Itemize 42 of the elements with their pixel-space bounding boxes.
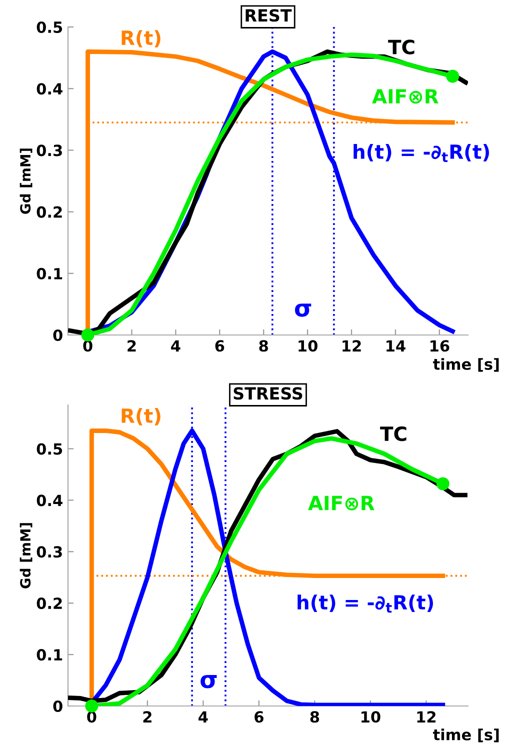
x-tick-label: 10 xyxy=(298,340,318,352)
series-label: h(t) = -∂$_{t}$R(t) xyxy=(354,144,489,162)
series-label: R(t) xyxy=(122,30,160,48)
x-tick-label: 12 xyxy=(342,340,361,352)
y-tick-label: 0.2 xyxy=(36,206,62,218)
y-tick-label: 0.4 xyxy=(36,494,62,506)
x-tick-label: 10 xyxy=(362,711,380,723)
x-tick-label: 2 xyxy=(143,711,152,722)
series-label: TC xyxy=(380,426,406,442)
x-tick-label: 4 xyxy=(198,711,208,722)
y-axis-title: Gd [mM] xyxy=(20,148,32,214)
x-tick-label: 12 xyxy=(417,711,436,722)
y-tick-label: 0 xyxy=(53,700,62,712)
x-tick-label: 6 xyxy=(254,711,264,723)
y-tick-label: 0.1 xyxy=(36,268,62,280)
y-tick-label: 0.3 xyxy=(36,546,62,558)
x-tick-label: 6 xyxy=(215,340,224,352)
y-tick-label: 0.5 xyxy=(36,21,62,34)
y-tick-label: 0.5 xyxy=(36,443,62,455)
x-axis-title: time [s] xyxy=(433,358,499,372)
y-tick-label: 0.3 xyxy=(36,144,62,156)
y-tick-label: 0.2 xyxy=(36,598,62,610)
x-tick-label: 8 xyxy=(259,340,268,352)
x-tick-label: 14 xyxy=(386,340,406,352)
series-label: AIF⊗R xyxy=(372,89,438,104)
chart-title: REST xyxy=(246,9,292,22)
y-tick-label: 0.4 xyxy=(36,83,62,95)
x-tick-label: 4 xyxy=(171,340,180,352)
text: AIF⊗R xyxy=(308,496,374,510)
series-label: R(t) xyxy=(122,408,160,426)
chart-title: STRESS xyxy=(234,387,302,400)
annotation: σ xyxy=(294,304,312,317)
series-label: TC xyxy=(388,40,414,54)
x-axis-title: time [s] xyxy=(433,728,499,742)
annotation: σ xyxy=(200,675,217,688)
y-tick-label: 0 xyxy=(53,329,62,342)
text: h(t) = -∂$_{t}$R(t) xyxy=(298,594,433,613)
y-tick-label: 0.1 xyxy=(36,649,62,661)
x-tick-label: 2 xyxy=(128,340,136,352)
y-axis-title: Gd [mM] xyxy=(20,523,32,588)
x-tick-label: 16 xyxy=(430,340,450,352)
x-tick-label: 8 xyxy=(310,711,320,723)
